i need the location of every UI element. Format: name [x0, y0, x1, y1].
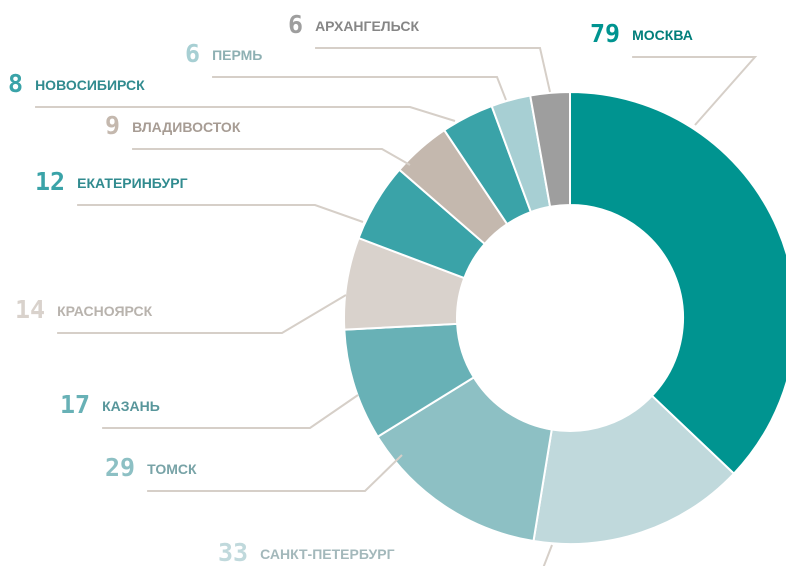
value-label: 33 [218, 538, 248, 566]
category-label: НОВОСИБИРСК [35, 77, 145, 93]
category-label: КАЗАНЬ [102, 398, 160, 414]
leader-line [147, 454, 403, 492]
leader-line [132, 148, 411, 166]
category-label: АРХАНГЕЛЬСК [315, 18, 419, 34]
leader-line [77, 204, 364, 223]
category-label: ВЛАДИВОСТОК [132, 119, 241, 135]
value-label: 29 [105, 453, 135, 482]
donut-slice [569, 90, 786, 476]
value-label: 17 [60, 390, 90, 419]
value-label: 79 [590, 19, 620, 48]
leader-line [57, 294, 347, 334]
category-label: САНКТ-ПЕТЕРБУРГ [260, 546, 394, 562]
leader-line [212, 76, 507, 101]
value-label: 8 [8, 69, 23, 98]
leader-line [542, 544, 553, 566]
donut-slice [529, 90, 571, 208]
leader-line [35, 106, 456, 122]
category-label: КРАСНОЯРСК [57, 303, 153, 319]
value-label: 6 [288, 10, 303, 39]
donut-slice [376, 375, 553, 543]
category-label: МОСКВА [632, 27, 693, 43]
leader-line [315, 47, 551, 93]
leader-line [102, 394, 359, 429]
donut-slice [532, 394, 736, 545]
value-label: 9 [105, 111, 120, 140]
value-label: 14 [15, 295, 45, 324]
value-label: 6 [185, 39, 200, 68]
category-label: ЕКАТЕРИНБУРГ [77, 175, 187, 191]
category-label: ТОМСК [147, 461, 197, 477]
leader-line [632, 56, 758, 126]
category-label: ПЕРМЬ [212, 47, 262, 63]
value-label: 12 [35, 167, 65, 196]
